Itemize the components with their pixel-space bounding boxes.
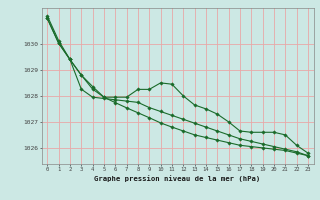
- X-axis label: Graphe pression niveau de la mer (hPa): Graphe pression niveau de la mer (hPa): [94, 175, 261, 182]
